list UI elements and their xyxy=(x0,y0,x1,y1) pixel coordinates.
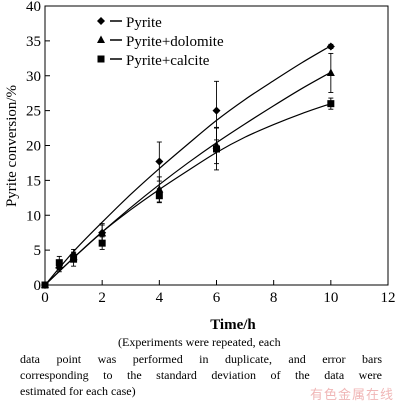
legend-marker-pyrite-calcite xyxy=(97,55,105,63)
caption-line-4: estimated for each case) xyxy=(20,384,136,398)
y-tick-label: 0 xyxy=(34,278,42,294)
x-tick-label: 6 xyxy=(213,290,221,306)
y-tick-label: 10 xyxy=(26,208,41,224)
data-point-pyrite-calcite xyxy=(155,192,163,200)
data-point-pyrite-dolomite xyxy=(326,68,335,76)
caption-line-1: (Experiments were repeated, each xyxy=(118,335,281,349)
legend-label-pyrite-dolomite: Pyrite+dolomite xyxy=(126,34,224,50)
series-line-pyrite xyxy=(44,45,332,286)
x-tick-label: 4 xyxy=(156,290,164,306)
y-axis-label: Pyrite conversion/% xyxy=(4,85,20,207)
series-line-pyrite-dolomite xyxy=(44,71,332,286)
data-point-pyrite-calcite xyxy=(98,239,106,247)
x-axis-label: Time/h xyxy=(210,317,256,333)
data-point-pyrite-calcite xyxy=(327,100,335,108)
legend-marker-pyrite xyxy=(97,17,105,25)
y-tick-label: 30 xyxy=(26,69,41,85)
y-tick-label: 35 xyxy=(26,34,41,50)
y-tick-label: 15 xyxy=(26,173,41,189)
data-point-pyrite-calcite xyxy=(70,255,78,263)
y-tick-label: 25 xyxy=(26,104,41,120)
y-tick-label: 40 xyxy=(26,0,41,15)
y-tick-label: 20 xyxy=(26,139,41,155)
caption-line-3: corresponding to the standard deviation … xyxy=(20,368,382,382)
data-point-pyrite xyxy=(326,42,335,51)
series-line-pyrite-calcite xyxy=(44,103,332,286)
watermark-text: 有色金属在线 xyxy=(309,388,394,403)
x-tick-label: 8 xyxy=(270,290,278,306)
legend-label-pyrite: Pyrite xyxy=(126,15,162,31)
data-point-pyrite xyxy=(212,106,221,115)
x-tick-label: 12 xyxy=(381,290,396,306)
x-tick-label: 0 xyxy=(41,290,49,306)
pyrite-conversion-chart: 0 2 4 6 8 10 12 0 5 10 15 20 25 30 35 40 Pyrite Pyrite+d… xyxy=(4,0,396,333)
data-point-pyrite-calcite xyxy=(55,259,63,267)
data-point-pyrite-dolomite xyxy=(155,184,164,193)
legend-marker-pyrite-dolomite xyxy=(97,35,105,43)
x-tick-label: 10 xyxy=(323,290,338,306)
data-point-pyrite-dolomite xyxy=(98,228,107,237)
data-point-pyrite xyxy=(155,157,164,166)
caption-line-2: data point was performed in duplicate, a… xyxy=(20,352,382,366)
y-tick-label: 5 xyxy=(34,243,42,259)
legend-label-pyrite-calcite: Pyrite+calcite xyxy=(126,53,210,69)
data-point-pyrite-calcite xyxy=(213,145,220,153)
data-point-pyrite-calcite xyxy=(41,281,49,289)
x-tick-label: 2 xyxy=(98,290,106,306)
